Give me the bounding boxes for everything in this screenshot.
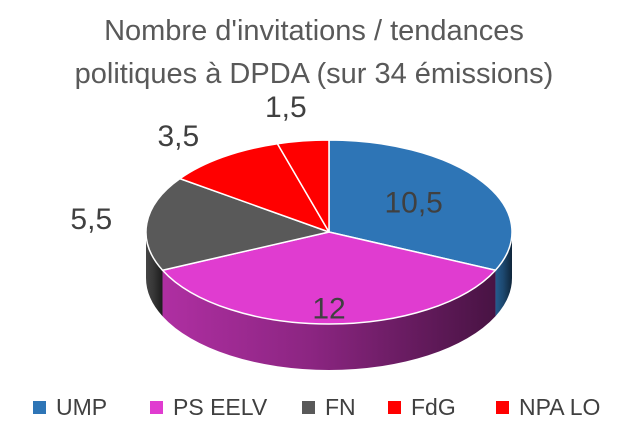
legend-label-npa-lo: NPA LO [519,394,601,420]
legend: UMP PS EELV FN FdG NPA LO [0,394,628,426]
slice-ump [328,139,513,271]
legend-label-fdg: FdG [411,394,456,420]
slice-npa-lo [276,139,330,233]
slice-ps-eelv [161,231,497,325]
legend-item-npa-lo: NPA LO [496,394,600,421]
chart-title-line-2: politiques à DPDA (sur 34 émissions) [74,58,554,90]
slice-fn [145,177,330,271]
data-label-ps-eelv: 12 [312,293,345,326]
data-label-ump: 10,5 [384,187,442,220]
legend-label-ump: UMP [56,394,108,420]
legend-label-ps-eelv: PS EELV [173,394,268,420]
legend-item-ump: UMP [33,394,107,421]
slice-fdg [179,142,330,233]
legend-item-fdg: FdG [388,394,456,421]
legend-label-fn: FN [325,394,356,420]
legend-swatch-ump [33,401,46,414]
slice-side-ps-eelv [162,270,496,370]
legend-item-ps-eelv: PS EELV [150,394,267,421]
legend-item-fn: FN [302,394,356,421]
data-label-npa-lo: 1,5 [265,91,307,124]
chart-title-line-1: Nombre d'invitations / tendances [104,15,524,47]
data-labels: 10,5 12 5,5 3,5 1,5 [70,91,442,326]
data-label-fn: 5,5 [70,203,112,236]
legend-swatch-fdg [388,401,401,414]
legend-swatch-npa-lo [496,401,509,414]
pie-slices [145,139,513,370]
legend-swatch-ps-eelv [150,401,163,414]
legend-swatch-fn [302,401,315,414]
data-label-fdg: 3,5 [157,120,199,153]
